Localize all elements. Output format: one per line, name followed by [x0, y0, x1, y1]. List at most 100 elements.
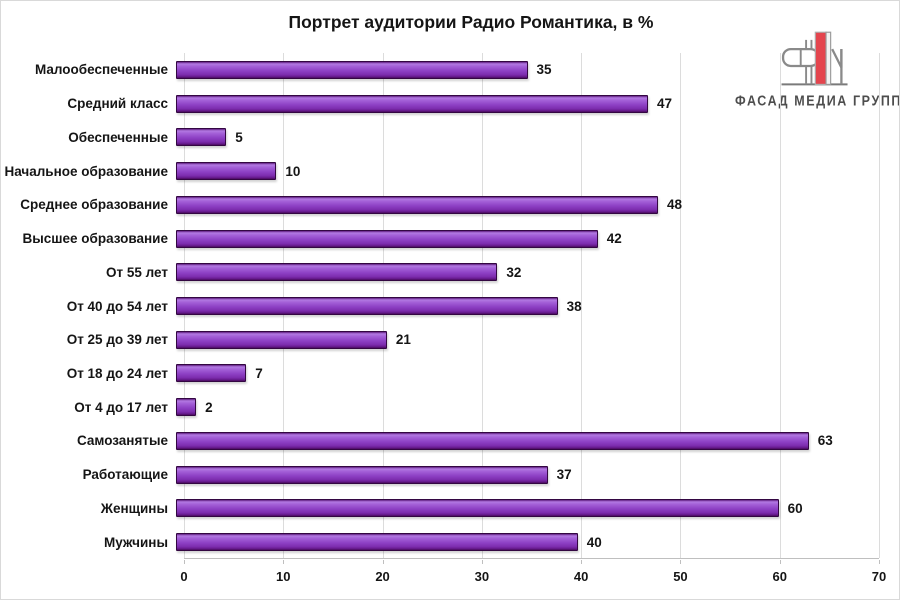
category-label: От 55 лет	[106, 264, 168, 280]
category-label: От 25 до 39 лет	[66, 332, 168, 348]
bar-track: 2	[176, 390, 879, 424]
bar-track: 47	[176, 87, 879, 121]
bar-row: От 18 до 24 лет 7	[1, 357, 879, 391]
bar-track: 10	[176, 154, 879, 188]
x-tick-mark	[382, 560, 384, 564]
category-label: Малообеспеченные	[34, 62, 168, 78]
bar	[176, 465, 548, 484]
bar-row: Самозанятые 63	[1, 424, 879, 458]
bar-track: 5	[176, 120, 879, 154]
value-label: 7	[255, 365, 263, 381]
value-label: 35	[536, 62, 552, 78]
bar	[176, 499, 779, 518]
bar-track: 63	[176, 424, 879, 458]
value-label: 48	[667, 197, 683, 213]
category-label: Среднее образование	[20, 197, 168, 213]
category-label: Мужчины	[104, 534, 168, 550]
category-label: Начальное образование	[4, 163, 168, 179]
x-tick-label: 20	[375, 569, 390, 584]
value-label: 32	[506, 264, 522, 280]
bar-row: Обеспеченные 5	[1, 120, 879, 154]
bar-row: Среднее образование 48	[1, 188, 879, 222]
bar-row: Высшее образование 42	[1, 222, 879, 256]
bar-track: 7	[176, 357, 879, 391]
fasad-media-group-logo: ФАСАД МЕДИА ГРУПП	[735, 23, 900, 110]
bar-track: 35	[176, 53, 879, 87]
bar-row: Начальное образование 10	[1, 154, 879, 188]
gridline	[680, 53, 682, 558]
bar	[176, 398, 197, 417]
category-label: Женщины	[100, 500, 168, 516]
gridline	[779, 53, 781, 558]
chart-title: Портрет аудитории Радио Романтика, в %	[288, 12, 654, 32]
gridline	[581, 53, 583, 558]
x-tick-label: 0	[180, 569, 188, 584]
bar	[176, 162, 277, 181]
bar-track: 37	[176, 458, 879, 492]
bar-row: От 25 до 39 лет 21	[1, 323, 879, 357]
bar-track: 38	[176, 289, 879, 323]
bar-row: От 55 лет 32	[1, 255, 879, 289]
bars-area: Малообеспеченные 35 Средний класс 47 Обеспеч…	[1, 53, 879, 559]
bar	[176, 330, 387, 349]
logo-text: ФАСАД МЕДИА ГРУПП	[735, 92, 900, 110]
bar-track: 60	[176, 492, 879, 526]
x-tick-mark	[184, 560, 185, 564]
bar-row: От 4 до 17 лет 2	[1, 390, 879, 424]
category-label: От 4 до 17 лет	[74, 399, 168, 415]
value-label: 63	[817, 433, 833, 449]
x-tick-label: 50	[673, 569, 688, 584]
value-label: 47	[657, 96, 673, 112]
bar	[176, 94, 648, 113]
bar-row: Женщины 60	[1, 492, 879, 526]
value-label: 10	[285, 163, 301, 179]
bar-track: 48	[176, 188, 879, 222]
category-label: Средний класс	[67, 96, 168, 112]
value-label: 5	[235, 129, 243, 145]
x-tick-label: 10	[276, 569, 291, 584]
category-label: От 40 до 54 лет	[66, 298, 168, 314]
x-tick-mark	[283, 560, 285, 564]
category-label: От 18 до 24 лет	[66, 365, 168, 381]
bar-track: 21	[176, 323, 879, 357]
value-label: 21	[395, 332, 411, 348]
bar-track: 42	[176, 222, 879, 256]
x-tick-mark	[779, 560, 781, 564]
category-label: Работающие	[82, 467, 168, 483]
category-label: Обеспеченные	[68, 129, 168, 145]
x-tick-mark	[680, 560, 682, 564]
bar-row: Мужчины 40	[1, 525, 879, 559]
bar	[176, 229, 598, 248]
bar-row: От 40 до 54 лет 38	[1, 289, 879, 323]
bar	[176, 533, 578, 552]
bar-row: Малообеспеченные 35	[1, 53, 879, 87]
x-tick-label: 60	[772, 569, 787, 584]
category-label: Самозанятые	[76, 433, 168, 449]
bar-track: 40	[176, 525, 879, 559]
bar-track: 32	[176, 255, 879, 289]
x-tick-label: 70	[871, 569, 887, 584]
bar	[176, 364, 247, 383]
bar	[176, 263, 498, 282]
value-label: 2	[205, 399, 213, 415]
bar	[176, 195, 659, 214]
bar	[176, 60, 528, 79]
x-tick-mark	[581, 560, 583, 564]
bar	[176, 128, 227, 147]
value-label: 60	[787, 500, 803, 516]
value-label: 38	[566, 298, 582, 314]
category-label: Высшее образование	[22, 231, 168, 247]
logo-mark-icon	[781, 31, 848, 86]
x-tick-mark	[481, 560, 483, 564]
bar-row: Работающие 37	[1, 458, 879, 492]
value-label: 37	[556, 467, 572, 483]
x-tick-label: 40	[573, 569, 589, 584]
x-axis: 0 10 20 30 40 50 60 70	[180, 560, 886, 592]
value-label: 42	[606, 231, 622, 247]
x-tick-label: 30	[474, 569, 490, 584]
bar-row: Средний класс 47	[1, 87, 879, 121]
value-label: 40	[586, 534, 602, 550]
bar	[176, 431, 809, 450]
bar	[176, 297, 558, 315]
